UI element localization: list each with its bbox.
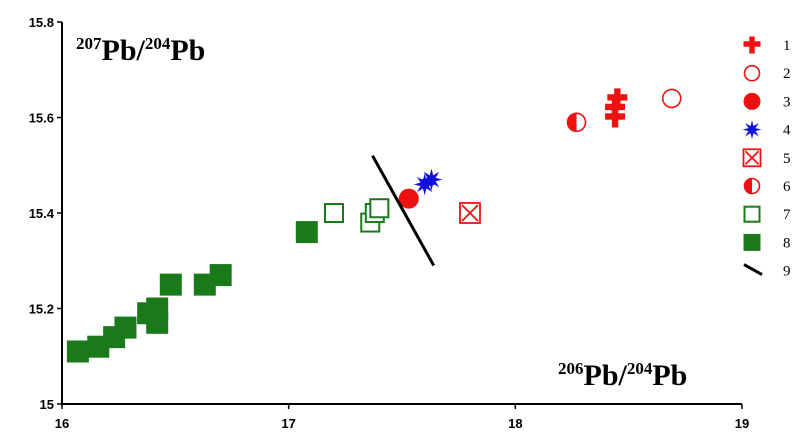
legend-symbol-2 [743,64,761,82]
y-axis-label: 207Pb/204Pb [76,34,205,67]
legend: 1 2 3 4 5 6 7 8 9 [742,36,791,280]
x-tick-label: 18 [508,416,522,431]
x-tick-label: 19 [735,416,749,431]
legend-label-8: 8 [783,235,791,251]
legend-symbol-5 [742,148,762,168]
y-tick-label: 15 [40,397,54,412]
legend-label-6: 6 [783,179,791,195]
axes [57,21,743,409]
data-point-series-1 [607,88,628,109]
x-axis-label: 206Pb/204Pb [558,359,687,392]
x-tick-label: 17 [281,416,295,431]
legend-symbol-9 [743,263,763,276]
x-tick-label: 16 [55,416,69,431]
legend-label-3: 3 [783,94,791,110]
boundary-line-series-9 [371,154,436,267]
data-point-series-2 [661,88,682,109]
data-point-series-6 [566,112,587,133]
data-point-series-8 [295,221,318,244]
legend-symbol-8 [743,233,761,251]
data-point-series-8 [159,273,182,296]
legend-label-2: 2 [783,66,791,82]
data-point-series-8 [114,316,137,339]
legend-symbol-6 [743,177,761,195]
plot-marks [66,88,682,363]
legend-label-7: 7 [783,207,791,223]
data-point-series-8 [66,340,89,363]
legend-label-9: 9 [783,264,791,280]
data-point-series-8 [146,311,169,334]
data-point-series-3 [398,188,419,209]
data-point-series-7 [369,198,390,219]
legend-symbol-1 [743,36,761,54]
legend-symbol-3 [743,92,761,110]
data-point-series-7 [324,203,344,223]
data-point-series-4 [420,168,443,191]
tick-labels: 16 17 18 19 15 15.2 15.4 15.6 15.8 [29,15,750,431]
legend-label-1: 1 [783,38,791,54]
legend-label-4: 4 [783,123,791,139]
y-tick-label: 15.8 [29,15,54,30]
legend-symbol-4 [742,120,762,140]
data-point-series-5 [459,202,481,224]
data-point-series-8 [209,264,232,287]
legend-symbol-7 [743,205,761,223]
legend-label-5: 5 [783,151,791,167]
y-tick-label: 15.4 [29,206,55,221]
y-tick-label: 15.6 [29,111,54,126]
y-tick-label: 15.2 [29,302,54,317]
